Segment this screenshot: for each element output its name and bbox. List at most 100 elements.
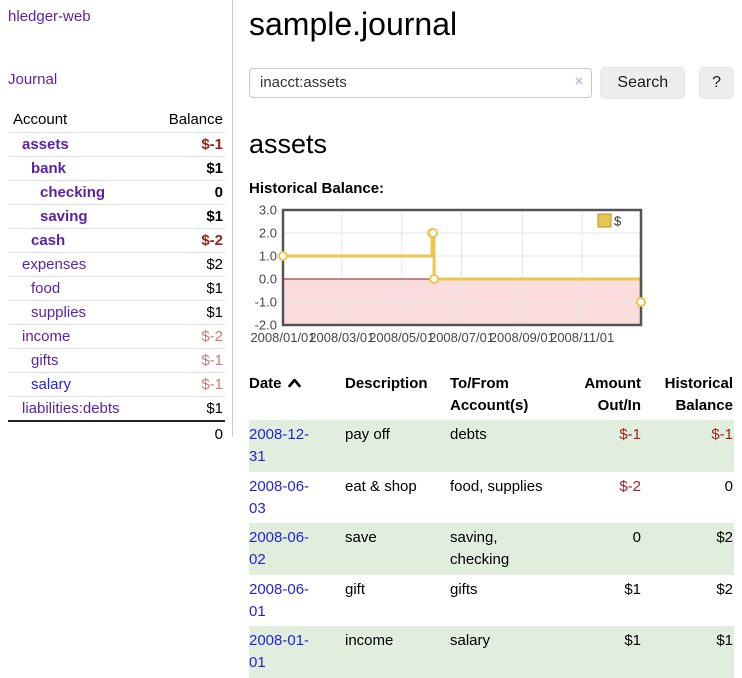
account-link[interactable]: gifts <box>31 352 59 369</box>
account-link[interactable]: cash <box>31 232 66 249</box>
register-header-accounts: To/From Account(s) <box>450 374 529 414</box>
account-balance: $-1 <box>148 348 225 373</box>
account-row: bank $1 <box>8 156 225 181</box>
chart-legend: $ <box>597 213 622 228</box>
account-link[interactable]: liabilities:debts <box>22 400 120 417</box>
transaction-date-link[interactable]: 2008-06-02 <box>249 529 310 569</box>
transaction-accounts: salary <box>450 632 491 650</box>
transaction-date-link[interactable]: 2008-12-31 <box>249 426 310 466</box>
svg-text:-1.0: -1.0 <box>255 294 277 309</box>
accounts-header-account: Account <box>8 108 149 133</box>
transaction-description: income <box>345 632 394 650</box>
register-row: 2008-12-31 pay off debts $-1 $-1 <box>249 420 734 472</box>
account-row: salary $-1 <box>8 372 225 397</box>
transaction-amount: 0 <box>632 529 641 547</box>
help-button[interactable]: ? <box>699 66 734 99</box>
account-link[interactable]: food <box>31 280 61 297</box>
account-balance: $1 <box>148 276 225 301</box>
svg-text:2008/05/01: 2008/05/01 <box>369 330 434 345</box>
sidebar-nav: Journal <box>8 71 224 88</box>
register-header-row: Date Description To/From Account(s) Amou… <box>249 371 734 421</box>
transaction-amount: $1 <box>624 580 641 598</box>
account-row: cash $-2 <box>8 228 225 253</box>
account-link[interactable]: assets <box>22 136 69 153</box>
account-row: saving $1 <box>8 204 225 229</box>
account-link[interactable]: expenses <box>22 256 87 273</box>
account-balance: $1 <box>148 204 225 229</box>
account-link[interactable]: supplies <box>31 304 87 321</box>
transaction-amount: $-1 <box>619 426 641 444</box>
account-balance: $-2 <box>148 324 225 349</box>
clear-search-icon[interactable]: × <box>574 72 584 90</box>
nav-journal-link[interactable]: Journal <box>8 71 58 88</box>
account-row: gifts $-1 <box>8 348 225 373</box>
transaction-amount: $1 <box>624 632 641 650</box>
account-balance: $-1 <box>148 372 225 397</box>
transaction-accounts: gifts <box>450 580 478 598</box>
svg-text:1.0: 1.0 <box>259 248 277 263</box>
account-row: income $-2 <box>8 324 225 349</box>
account-balance: $1 <box>148 396 225 421</box>
transaction-date-link[interactable]: 2008-01-01 <box>249 632 310 672</box>
register-table: Date Description To/From Account(s) Amou… <box>249 371 734 678</box>
svg-text:2008/09/01: 2008/09/01 <box>490 330 555 345</box>
sidebar: hledger-web Journal Account Balance asse… <box>0 0 233 447</box>
accounts-total-value: 0 <box>148 420 225 447</box>
search-input[interactable] <box>249 67 593 98</box>
svg-text:2.0: 2.0 <box>259 225 277 240</box>
transaction-balance: $2 <box>716 580 733 598</box>
account-row: liabilities:debts $1 <box>8 396 225 421</box>
account-balance: $-1 <box>201 136 223 153</box>
svg-text:0.0: 0.0 <box>259 271 277 286</box>
svg-text:2008/07/01: 2008/07/01 <box>429 330 494 345</box>
register-header-date[interactable]: Date <box>249 371 345 421</box>
account-row: checking 0 <box>8 180 225 205</box>
account-row: supplies $1 <box>8 300 225 325</box>
transaction-description: gift <box>345 580 366 598</box>
account-link[interactable]: bank <box>31 160 67 177</box>
account-balance: $2 <box>148 252 225 277</box>
account-link[interactable]: salary <box>31 376 72 393</box>
svg-text:-2.0: -2.0 <box>255 317 277 332</box>
brand-link[interactable]: hledger-web <box>8 8 91 25</box>
transaction-description: save <box>345 529 377 547</box>
svg-text:3.0: 3.0 <box>259 205 277 218</box>
accounts-table: Account Balance assets $-1 bank $1 checking 0… <box>8 108 225 447</box>
transaction-amount: $-2 <box>619 477 641 495</box>
account-row: expenses $2 <box>8 252 225 277</box>
account-link[interactable]: income <box>22 328 71 345</box>
transaction-date-link[interactable]: 2008-06-01 <box>249 580 310 620</box>
account-balance: $1 <box>148 300 225 325</box>
transaction-description: pay off <box>345 426 390 444</box>
register-header-description: Description <box>345 374 428 392</box>
search-form: × Search ? <box>249 66 734 99</box>
transaction-accounts: saving, checking <box>450 529 510 569</box>
chart-title: Historical Balance: <box>249 179 385 197</box>
search-box: × <box>249 67 593 98</box>
transaction-balance: $-1 <box>711 426 733 444</box>
account-row: assets $-1 <box>8 133 225 157</box>
account-balance: $-2 <box>148 228 225 253</box>
account-link[interactable]: saving <box>40 208 88 225</box>
account-row: food $1 <box>8 276 225 301</box>
transaction-accounts: food, supplies <box>450 477 543 495</box>
account-balance: 0 <box>148 180 225 205</box>
svg-text:2008/01/01: 2008/01/01 <box>250 330 315 345</box>
transaction-description: eat & shop <box>345 477 417 495</box>
search-button[interactable]: Search <box>600 66 686 99</box>
svg-text:2008/03/01: 2008/03/01 <box>309 330 374 345</box>
register-row: 2008-01-01 income salary $1 $1 <box>249 626 734 678</box>
account-link[interactable]: checking <box>40 184 106 201</box>
accounts-total-row: 0 <box>8 420 225 447</box>
register-header-balance: Historical Balance <box>664 374 733 414</box>
transaction-date-link[interactable]: 2008-06-03 <box>249 477 310 517</box>
register-row: 2008-06-03 eat & shop food, supplies $-2 0 <box>249 472 734 524</box>
account-balance: $1 <box>148 156 225 181</box>
main-content: sample.journal × Search ? assets Histori… <box>249 0 742 678</box>
account-heading: assets <box>249 128 328 159</box>
page-title: sample.journal <box>249 6 458 42</box>
transaction-balance: $2 <box>716 529 733 547</box>
transaction-balance: 0 <box>724 477 733 495</box>
register-row: 2008-06-02 save saving, checking 0 $2 <box>249 523 734 575</box>
register-header-amount: Amount Out/In <box>584 374 641 414</box>
